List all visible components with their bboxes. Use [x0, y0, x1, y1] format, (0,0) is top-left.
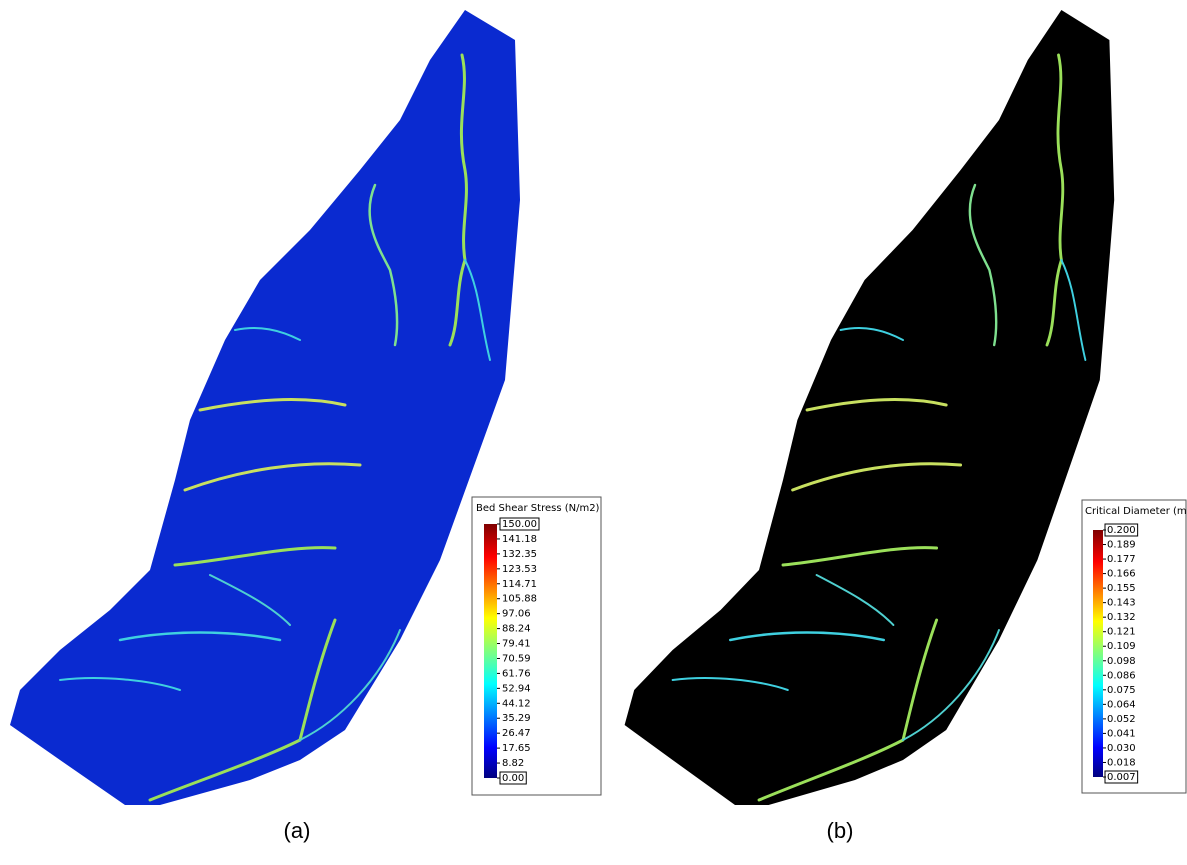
tick-label: 0.075 — [1107, 685, 1136, 696]
tick-label: 70.59 — [502, 653, 531, 664]
figure: (a) Bed Shear Stress (N/m2) 150.00 141.18 13… — [0, 0, 1187, 861]
tick-label: 150.00 — [502, 519, 537, 530]
tick-label: 0.030 — [1107, 743, 1136, 754]
tick-label: 44.12 — [502, 698, 531, 709]
tick-label: 123.53 — [502, 564, 537, 575]
tick-label: 0.041 — [1107, 728, 1136, 739]
tick-label: 114.71 — [502, 579, 537, 590]
tick-label: 0.00 — [502, 773, 524, 784]
tick-label: 35.29 — [502, 713, 531, 724]
tick-label: 132.35 — [502, 549, 537, 560]
tick-label: 0.109 — [1107, 641, 1136, 652]
panel-label: (a) — [284, 818, 311, 843]
tick-label: 0.098 — [1107, 656, 1136, 667]
tick-label: 97.06 — [502, 609, 531, 620]
tick-label: 52.94 — [502, 683, 531, 694]
tick-label: 0.121 — [1107, 627, 1136, 638]
tick-label: 0.143 — [1107, 598, 1136, 609]
tick-label: 0.166 — [1107, 569, 1136, 580]
color-bar — [484, 524, 497, 778]
map-b — [625, 10, 1115, 805]
tick-label: 0.177 — [1107, 554, 1136, 565]
tick-label: 0.189 — [1107, 540, 1136, 551]
tick-label: 8.82 — [502, 758, 524, 769]
tick-label: 17.65 — [502, 743, 531, 754]
tick-label: 26.47 — [502, 728, 531, 739]
tick-label: 0.018 — [1107, 757, 1136, 768]
tick-label: 0.007 — [1107, 772, 1136, 783]
tick-label: 79.41 — [502, 639, 531, 650]
legend-title: Critical Diameter (m) — [1085, 506, 1187, 517]
tick-label: 0.132 — [1107, 612, 1136, 623]
color-bar — [1093, 530, 1103, 777]
tick-label: 141.18 — [502, 534, 537, 545]
tick-label: 88.24 — [502, 624, 531, 635]
map-a — [10, 10, 520, 805]
tick-label: 0.200 — [1107, 525, 1136, 536]
tick-label: 0.052 — [1107, 714, 1136, 725]
tick-label: 0.064 — [1107, 699, 1136, 710]
panel-label: (b) — [827, 818, 854, 843]
tick-label: 105.88 — [502, 594, 537, 605]
tick-label: 0.155 — [1107, 583, 1136, 594]
tick-label: 61.76 — [502, 668, 531, 679]
legend-title: Bed Shear Stress (N/m2) — [476, 503, 600, 514]
tick-label: 0.086 — [1107, 670, 1136, 681]
